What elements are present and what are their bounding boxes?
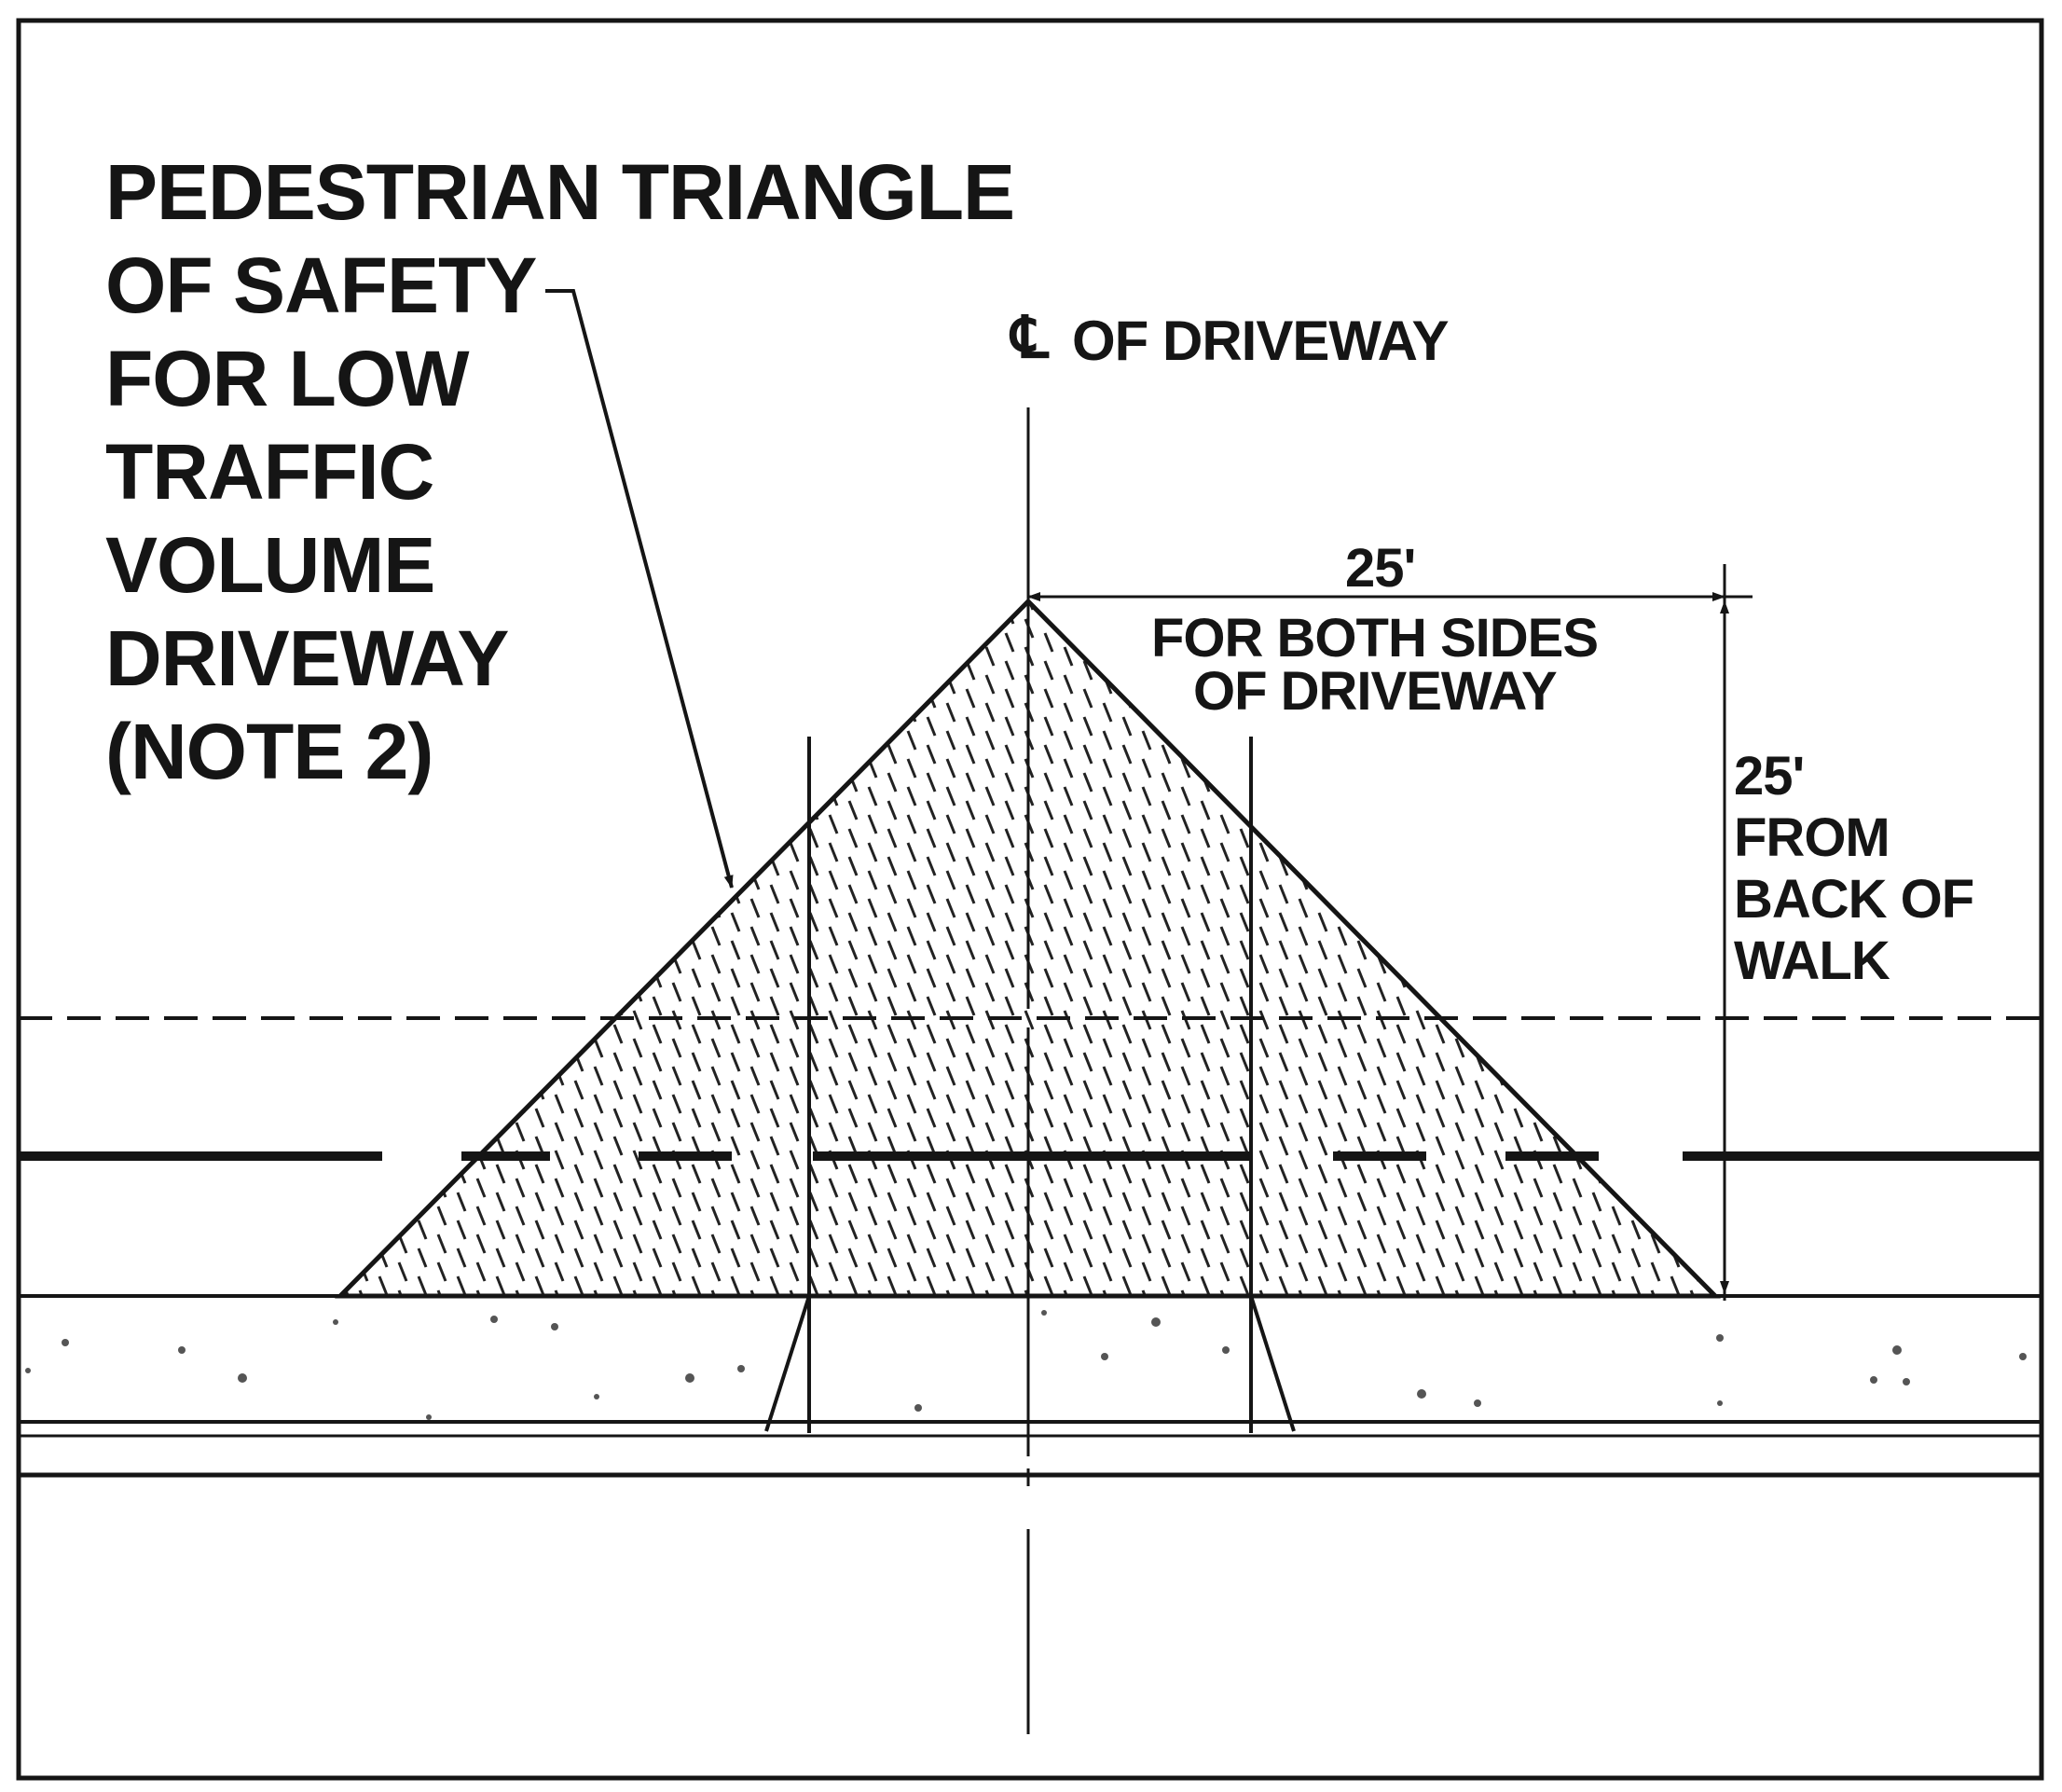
concrete-texture <box>25 1310 2027 1420</box>
driveway-edges <box>764 737 1296 1433</box>
callout-line-6: DRIVEWAY <box>105 614 509 702</box>
horizontal-dimension-value: 25' <box>1345 538 1416 599</box>
centerline-symbol: ℄ <box>1011 306 1049 370</box>
callout-leader <box>545 289 734 889</box>
callout-line-5: VOLUME <box>105 521 435 609</box>
vertical-dimension-note-1: FROM <box>1734 807 1890 868</box>
vertical-dimension-note-2: BACK OF <box>1734 869 1974 930</box>
drawing-border <box>16 18 2044 1781</box>
callout-line-3: FOR LOW <box>105 335 470 422</box>
vertical-dimension-value: 25' <box>1734 746 1805 806</box>
callout-line-7: (NOTE 2) <box>105 708 433 795</box>
curb-lines <box>19 1294 2041 1478</box>
horizontal-dimension-note-2: OF DRIVEWAY <box>1193 661 1558 722</box>
vertical-dimension-note-3: WALK <box>1734 930 1890 991</box>
callout-line-2: OF SAFETY <box>105 241 537 329</box>
horizontal-dimension-note-1: FOR BOTH SIDES <box>1151 608 1599 669</box>
callout-line-1: PEDESTRIAN TRIANGLE <box>105 148 1015 236</box>
callout-line-4: TRAFFIC <box>105 428 434 516</box>
centerline-label: OF DRIVEWAY <box>1072 310 1450 372</box>
